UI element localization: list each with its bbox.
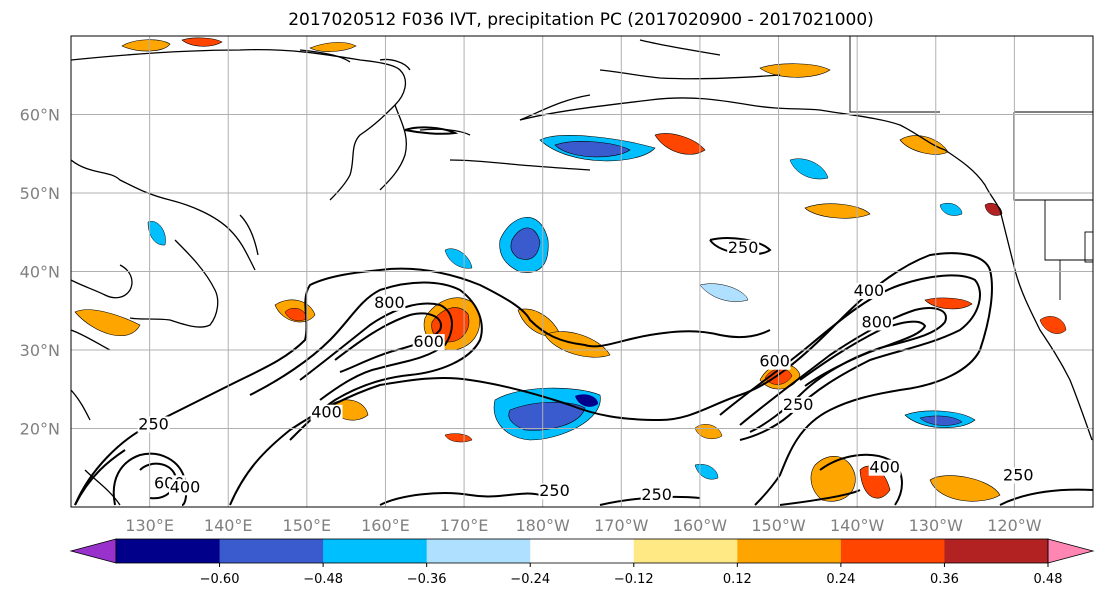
- colorbar-segment: [530, 539, 635, 563]
- ivt-contours: [74, 126, 1093, 506]
- longitude-tick-label: 150°E: [283, 516, 332, 535]
- contour-label-background: [640, 487, 673, 504]
- colorbar-tick-labels: −0.60 −0.48 −0.36 −0.24 −0.12 0.12 0.24 0.36 0.4…: [200, 563, 1063, 587]
- latitude-tick-label: 30°N: [20, 341, 60, 360]
- contour-label-background: [868, 459, 901, 476]
- contour-label: 250: [1003, 466, 1034, 485]
- longitude-tick-label: 140°W: [830, 516, 885, 535]
- colorbar-segment: [219, 539, 324, 563]
- contour-label-background: [137, 416, 170, 433]
- colorbar-tick-label: 0.36: [930, 572, 959, 587]
- contour-label-background: [538, 483, 571, 500]
- gridlines: [71, 36, 1093, 507]
- contour-label-background: [727, 239, 760, 256]
- latitude-tick-label: 60°N: [20, 106, 60, 125]
- colorbar-tick-label: 0.12: [723, 572, 752, 587]
- contour-label-background: [1002, 467, 1035, 484]
- contour-label: 600: [413, 332, 444, 351]
- contour-label-background: [860, 314, 893, 331]
- contour-label-background: [168, 479, 201, 496]
- precipitation-negative: [147, 135, 976, 480]
- contour-label-background: [782, 396, 815, 413]
- colorbar-segment: [944, 539, 1049, 563]
- contour-label-background: [310, 404, 343, 421]
- latitude-tick-label: 50°N: [20, 184, 60, 203]
- colorbar-tick-label: −0.12: [614, 572, 654, 587]
- map-title: 2017020512 F036 IVT, precipitation PC (2…: [288, 10, 874, 30]
- latitude-tick-labels: 20°N 30°N 40°N 50°N 60°N: [20, 106, 60, 439]
- longitude-tick-label: 120°W: [987, 516, 1042, 535]
- contour-label: 250: [539, 481, 570, 500]
- latitude-tick-label: 20°N: [20, 420, 60, 439]
- colorbar-extend-max: [1047, 538, 1095, 564]
- contour-label-background: [412, 334, 445, 351]
- contour-label: 250: [728, 238, 759, 257]
- longitude-tick-label: 170°E: [440, 516, 489, 535]
- colorbar-tick-label: 0.48: [1034, 572, 1063, 587]
- colorbar-segment: [633, 539, 738, 563]
- contour-label: 400: [869, 458, 900, 477]
- colorbar-tick-label: −0.48: [303, 572, 343, 587]
- contour-label: 250: [783, 395, 814, 414]
- colorbar-segment: [116, 539, 221, 563]
- longitude-tick-label: 130°E: [125, 516, 174, 535]
- longitude-tick-label: 160°E: [361, 516, 410, 535]
- contour-label: 800: [862, 312, 893, 331]
- contour-label: 400: [854, 281, 885, 300]
- longitude-tick-label: 180°W: [516, 516, 571, 535]
- contour-label: 250: [138, 415, 169, 434]
- contour-labels: 2502502502502502504004004006006006008008…: [137, 238, 1035, 504]
- contour-label-background: [758, 353, 791, 370]
- longitude-tick-label: 150°W: [751, 516, 806, 535]
- colorbar: [69, 538, 1095, 564]
- map-frame: [70, 35, 1094, 508]
- longitude-tick-label: 170°W: [594, 516, 649, 535]
- longitude-tick-label: 140°E: [204, 516, 253, 535]
- colorbar-segment: [737, 539, 842, 563]
- contour-label-background: [852, 283, 885, 300]
- colorbar-tick-label: 0.24: [826, 572, 855, 587]
- colorbar-tick-label: −0.60: [200, 572, 240, 587]
- colorbar-segment: [323, 539, 428, 563]
- colorbar-tick-label: −0.36: [407, 572, 447, 587]
- colorbar-segment: [840, 539, 945, 563]
- map-content: 2502502502502502504004004006006006008008…: [71, 36, 1093, 507]
- longitude-tick-label: 130°W: [909, 516, 964, 535]
- coastlines: [71, 39, 1093, 506]
- longitude-tick-label: 160°W: [673, 516, 728, 535]
- contour-label: 400: [311, 403, 342, 422]
- contour-label: 250: [641, 485, 672, 504]
- contour-label: 600: [759, 352, 790, 371]
- contour-label: 400: [170, 477, 201, 496]
- longitude-tick-labels: 130°E 140°E 150°E 160°E 170°E 180°W 170°W 160°W…: [125, 516, 1041, 535]
- contour-label: 800: [374, 293, 405, 312]
- colorbar-outline: [115, 538, 1049, 564]
- latitude-tick-label: 40°N: [20, 263, 60, 282]
- colorbar-segment: [426, 539, 531, 563]
- colorbar-extend-min: [69, 538, 117, 564]
- colorbar-tick-label: −0.24: [510, 572, 550, 587]
- contour-label-background: [373, 294, 406, 311]
